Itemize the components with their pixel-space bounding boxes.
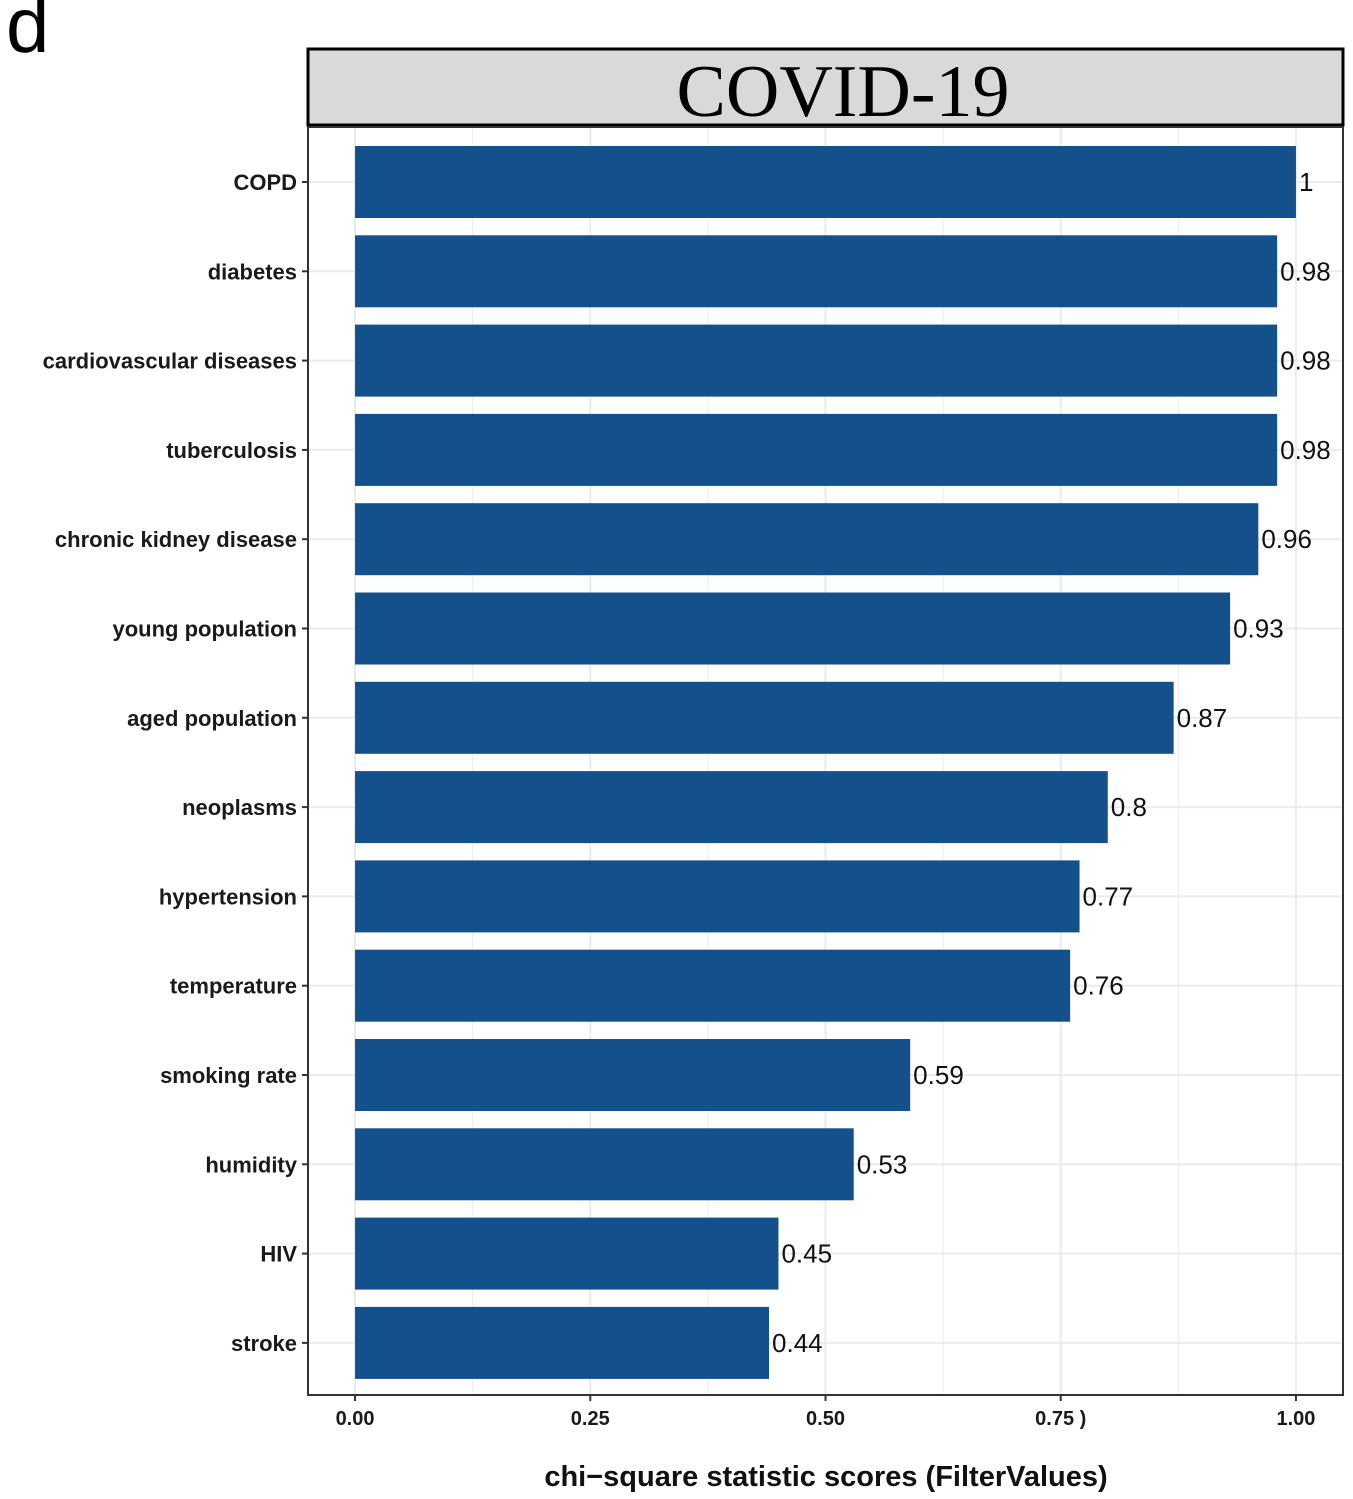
category-label: stroke [231, 1331, 297, 1356]
x-axis: 0.00 0.25 0.50 0.75 ) 1.00 [336, 1395, 1315, 1430]
x-tick-label: 0.50 [806, 1408, 845, 1430]
data-label: 0.96 [1261, 524, 1312, 554]
data-label: 0.93 [1233, 614, 1284, 644]
data-label: 0.44 [772, 1328, 823, 1358]
data-label: 0.53 [857, 1149, 908, 1179]
bar [355, 592, 1231, 665]
bar [355, 1039, 911, 1111]
bar [355, 860, 1080, 933]
y-axis: COPD diabetes cardiovascular diseases tuber… [43, 170, 308, 1356]
category-label: young population [112, 617, 297, 642]
x-axis-title: chi−square statistic scores (FilterValue… [544, 1461, 1107, 1493]
category-label: smoking rate [160, 1063, 297, 1088]
category-label: humidity [205, 1152, 297, 1177]
bar [355, 235, 1278, 308]
bar [355, 681, 1174, 754]
category-label: chronic kidney disease [55, 527, 297, 552]
category-label: tuberculosis [166, 438, 297, 463]
bar [355, 413, 1278, 486]
category-label: cardiovascular diseases [43, 349, 297, 374]
x-tick-label: 0.25 [571, 1408, 610, 1430]
data-label: 0.87 [1177, 703, 1228, 733]
bar [355, 1128, 854, 1201]
panel-letter: d [6, 0, 50, 69]
category-label: COPD [233, 170, 297, 195]
facet-strip [306, 47, 1345, 127]
bars [355, 146, 1296, 1379]
x-tick-label: 0.75 ) [1035, 1408, 1086, 1430]
data-label: 0.45 [781, 1239, 832, 1269]
data-label: 0.59 [913, 1060, 964, 1090]
value-labels: 1 0.98 0.98 0.98 0.96 0.93 0.87 0.8 0.77 0.76 0.59… [772, 167, 1331, 1358]
x-tick-label: 0.00 [336, 1408, 375, 1430]
data-label: 0.76 [1073, 971, 1124, 1001]
bar [355, 1217, 779, 1290]
bar [355, 324, 1278, 397]
category-label: hypertension [159, 884, 297, 909]
data-label: 0.77 [1083, 881, 1134, 911]
data-label: 0.8 [1111, 792, 1147, 822]
bar [355, 1306, 770, 1379]
category-label: neoplasms [182, 795, 297, 820]
data-label: 0.98 [1280, 346, 1331, 376]
category-label: temperature [170, 974, 297, 999]
data-label: 1 [1299, 167, 1313, 197]
facet-title: COVID-19 [677, 51, 1010, 133]
bar [355, 771, 1108, 844]
bar [355, 949, 1071, 1022]
bar [355, 503, 1259, 576]
bar [355, 146, 1296, 218]
data-label: 0.98 [1280, 435, 1331, 465]
category-label: diabetes [208, 259, 297, 284]
category-label: HIV [260, 1242, 297, 1267]
category-label: aged population [127, 706, 297, 731]
x-tick-label: 1.00 [1276, 1408, 1315, 1430]
data-label: 0.98 [1280, 256, 1331, 286]
